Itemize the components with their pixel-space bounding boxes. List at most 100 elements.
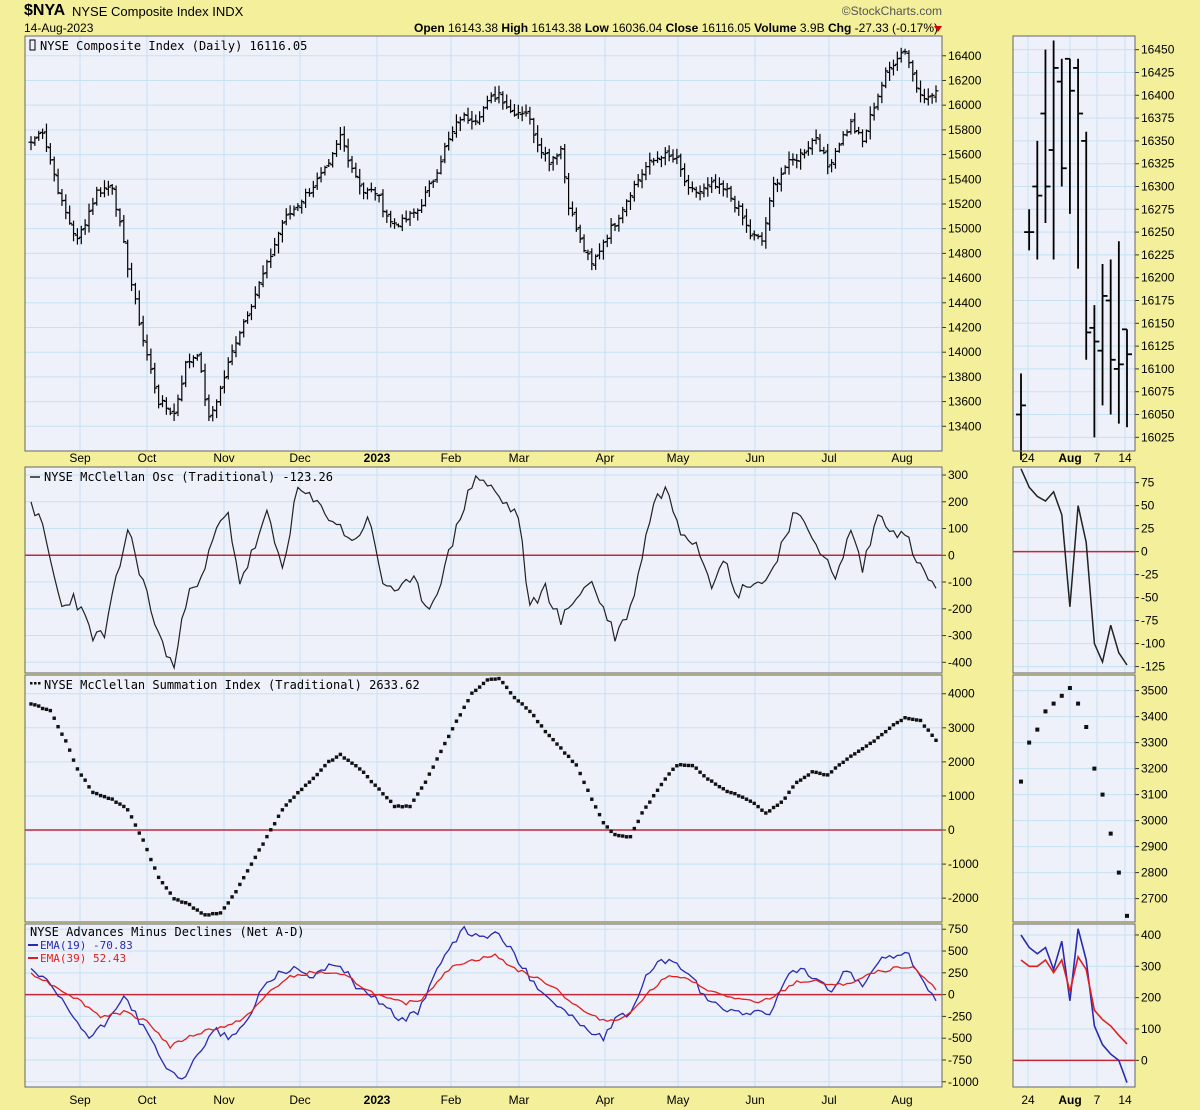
summation-point bbox=[756, 804, 760, 809]
inset-y-tick-label: 16050 bbox=[1141, 408, 1175, 422]
summation-point bbox=[845, 757, 849, 761]
price-panel-title: NYSE Composite Index (Daily) 16116.05 bbox=[40, 39, 307, 53]
summation-point bbox=[489, 677, 493, 681]
summation-point bbox=[574, 763, 579, 767]
y-tick-label: 15600 bbox=[948, 148, 982, 162]
summation-point bbox=[396, 804, 401, 808]
inset-y-tick-label: 16325 bbox=[1141, 157, 1175, 171]
summation-point bbox=[412, 798, 416, 802]
osc-line bbox=[30, 474, 937, 671]
inset-summation-points bbox=[1019, 686, 1129, 918]
summation-point bbox=[690, 763, 695, 768]
summation-point bbox=[628, 834, 633, 839]
summation-point bbox=[590, 797, 594, 801]
y-tick-label: 0 bbox=[948, 823, 955, 837]
summation-point bbox=[431, 765, 435, 769]
summation-legend-icon bbox=[38, 682, 41, 685]
summation-point bbox=[760, 808, 764, 812]
summation-point bbox=[416, 792, 420, 796]
y-tick-label: 14000 bbox=[948, 345, 982, 359]
summation-point bbox=[477, 685, 482, 689]
summation-point bbox=[918, 718, 923, 723]
summation-point bbox=[566, 754, 571, 759]
inset-panel-border bbox=[1012, 674, 1136, 923]
inset-x-tick-label: Aug bbox=[1058, 451, 1081, 465]
inset-x-tick-label: 7 bbox=[1094, 451, 1101, 465]
summation-point bbox=[814, 770, 818, 775]
summation-point bbox=[37, 704, 41, 708]
summation-point bbox=[373, 783, 377, 787]
x-tick-label: Jun bbox=[745, 1093, 764, 1107]
summation-point bbox=[605, 825, 609, 829]
y-tick-label: -250 bbox=[948, 1009, 972, 1023]
y-tick-label: 14600 bbox=[948, 271, 982, 285]
summation-point bbox=[315, 772, 319, 777]
summation-point bbox=[682, 763, 687, 767]
summation-point bbox=[709, 779, 714, 783]
summation-point bbox=[826, 773, 830, 777]
summation-point bbox=[911, 717, 915, 722]
inset-price-bars bbox=[1016, 40, 1132, 461]
summation-point bbox=[570, 759, 575, 764]
summation-point bbox=[613, 832, 617, 837]
low-label: Low bbox=[584, 21, 609, 35]
inset-y-tick-label: 16400 bbox=[1141, 88, 1175, 102]
summation-point bbox=[280, 808, 285, 812]
summation-point bbox=[40, 706, 45, 711]
summation-point bbox=[914, 718, 919, 722]
summation-point bbox=[296, 790, 300, 795]
summation-point bbox=[466, 698, 470, 703]
y-tick-label: -1000 bbox=[948, 1075, 979, 1089]
summation-point bbox=[841, 760, 845, 765]
ema-39-line bbox=[30, 953, 937, 1050]
x-tick-label: Feb bbox=[441, 451, 462, 465]
summation-point bbox=[582, 780, 586, 785]
inset-y-tick-label: -75 bbox=[1141, 614, 1159, 628]
y-tick-label: -500 bbox=[948, 1031, 972, 1045]
summation-point bbox=[578, 771, 582, 776]
summation-point bbox=[864, 744, 869, 748]
summation-point bbox=[895, 720, 900, 725]
inset-y-tick-label: 16075 bbox=[1141, 385, 1175, 399]
summation-point bbox=[187, 902, 192, 907]
volume-value: 3.9B bbox=[799, 21, 825, 35]
summation-point bbox=[555, 742, 559, 746]
summation-point bbox=[783, 796, 787, 800]
x-tick-label: Apr bbox=[596, 451, 615, 465]
summation-point bbox=[497, 676, 501, 681]
inset-ema-19-line bbox=[1020, 928, 1128, 1083]
summation-point bbox=[145, 847, 149, 852]
summation-point bbox=[435, 757, 439, 761]
inset-x-tick-label: 24 bbox=[1021, 451, 1035, 465]
y-tick-label: 13400 bbox=[948, 419, 982, 433]
x-tick-label: 2023 bbox=[364, 1093, 391, 1107]
x-tick-label: Oct bbox=[138, 451, 157, 465]
summation-point bbox=[172, 897, 176, 901]
summation-point bbox=[934, 738, 938, 742]
summation-point bbox=[222, 906, 227, 910]
summation-point bbox=[342, 756, 346, 760]
inset-y-tick-label: 300 bbox=[1141, 959, 1161, 973]
summation-point bbox=[400, 805, 404, 809]
summation-point bbox=[651, 794, 656, 798]
x-tick-label: Oct bbox=[138, 1093, 157, 1107]
summation-point bbox=[230, 895, 234, 899]
summation-point bbox=[29, 702, 33, 706]
inset-y-tick-label: 100 bbox=[1141, 1022, 1161, 1036]
y-tick-label: 3000 bbox=[948, 721, 975, 735]
summation-point bbox=[698, 770, 702, 774]
inset-y-tick-label: 3400 bbox=[1141, 710, 1168, 724]
summation-point bbox=[180, 900, 184, 904]
x-tick-label: Jul bbox=[821, 1093, 836, 1107]
index-name-text: NYSE Composite Index bbox=[72, 4, 209, 19]
inset-y-tick-label: 75 bbox=[1141, 476, 1155, 490]
summation-point bbox=[133, 823, 138, 827]
inset-ema-39-line bbox=[1020, 954, 1128, 1045]
summation-point bbox=[853, 752, 857, 756]
summation-point bbox=[891, 723, 896, 727]
summation-point bbox=[114, 800, 118, 804]
inset-summation-point bbox=[1067, 686, 1072, 690]
summation-point bbox=[748, 799, 753, 803]
summation-point bbox=[234, 890, 238, 894]
summation-point bbox=[164, 886, 169, 890]
